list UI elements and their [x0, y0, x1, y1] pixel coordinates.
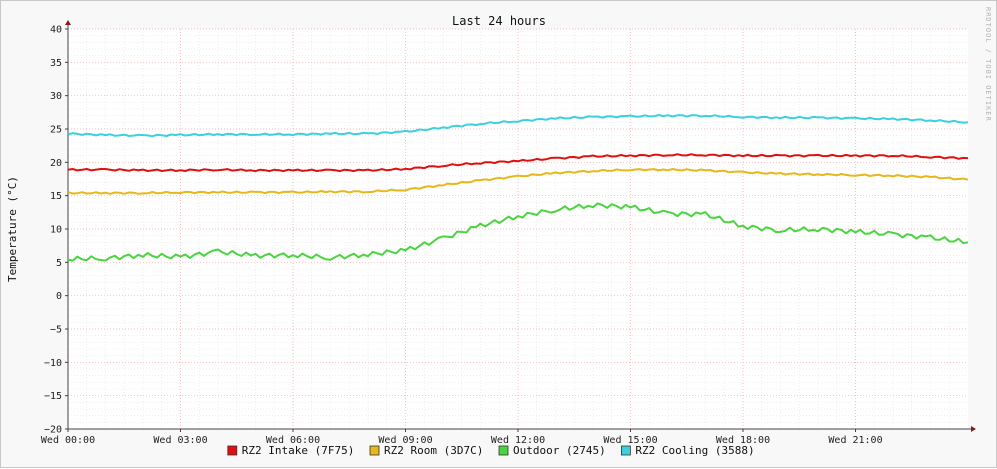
- rrdtool-watermark: RRDTOOL / TOBI OETIKER: [984, 7, 992, 122]
- x-tick-label: Wed 21:00: [828, 435, 882, 446]
- y-tick-label: 35: [50, 58, 62, 69]
- legend-label-3: Outdoor (2745): [513, 444, 606, 457]
- x-tick-label: Wed 03:00: [153, 435, 207, 446]
- legend-swatch-1: [227, 445, 238, 456]
- chart-grid: [67, 28, 968, 430]
- x-tick-label: Wed 00:00: [41, 435, 95, 446]
- y-tick-label: −5: [50, 325, 62, 336]
- y-tick-label: 40: [50, 25, 62, 36]
- x-tick-label: Wed 12:00: [491, 435, 545, 446]
- x-tick-label: Wed 09:00: [378, 435, 432, 446]
- y-tick-label: 20: [50, 158, 62, 169]
- legend-label-4: RZ2 Cooling (3588): [635, 444, 754, 457]
- y-tick-label: −15: [44, 391, 62, 402]
- y-tick-label: −20: [44, 425, 62, 436]
- series-line-4: [67, 114, 969, 138]
- chart-legend: RZ2 Intake (7F75) RZ2 Room (3D7C) Outdoor …: [227, 444, 755, 457]
- legend-swatch-2: [369, 445, 380, 456]
- y-tick-label: 25: [50, 125, 62, 136]
- y-tick-label: 15: [50, 191, 62, 202]
- legend-label-2: RZ2 Room (3D7C): [384, 444, 483, 457]
- x-tick-label: Wed 15:00: [603, 435, 657, 446]
- series-line-3: [67, 202, 969, 262]
- series-line-1: [67, 153, 969, 173]
- y-tick-label: 5: [56, 258, 62, 269]
- legend-swatch-4: [621, 445, 631, 456]
- x-tick-label: Wed 18:00: [716, 435, 770, 446]
- chart-series: [67, 114, 969, 262]
- y-tick-label: −10: [44, 358, 62, 369]
- y-tick-label: 30: [50, 91, 62, 102]
- y-axis-arrow: [65, 20, 71, 25]
- chart-title: Last 24 hours: [452, 14, 546, 28]
- x-tick-label: Wed 06:00: [266, 435, 320, 446]
- series-line-2: [67, 168, 969, 195]
- y-tick-label: 10: [50, 225, 62, 236]
- x-axis-arrow: [971, 426, 976, 432]
- y-tick-label: 0: [56, 291, 62, 302]
- y-axis-label: Temperature (°C): [6, 176, 19, 282]
- legend-swatch-3: [498, 445, 509, 456]
- legend-label-1: RZ2 Intake (7F75): [242, 444, 355, 457]
